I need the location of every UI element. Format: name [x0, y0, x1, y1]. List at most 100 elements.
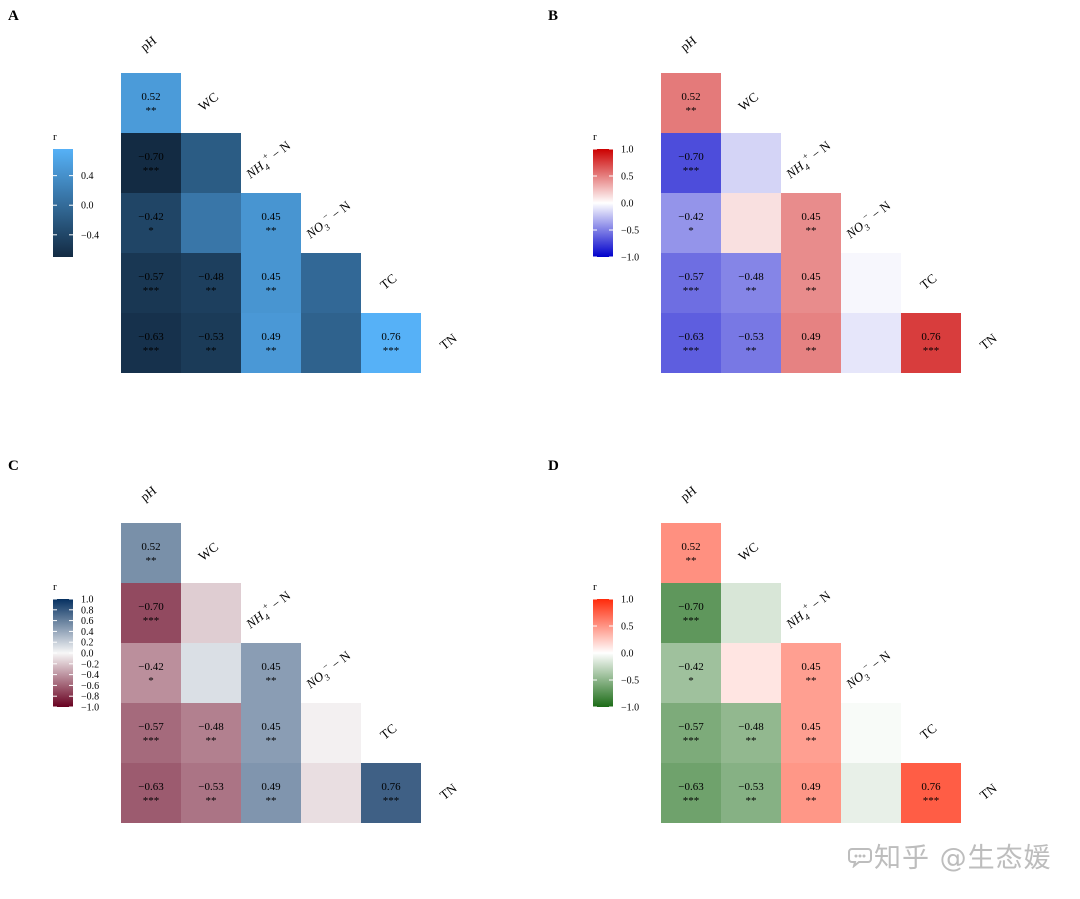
variable-label: WC: [195, 89, 221, 114]
panel-b: B 0.52 ** −0.70 *** −0.42 * 0.45 ** −0.57 *** −0.48…: [548, 8, 1000, 373]
heatmap-cell: [841, 313, 901, 373]
variable-label: WC: [735, 89, 761, 114]
colorbar-tick-label: 0.0: [81, 201, 94, 212]
cell-value-label: −0.42: [678, 211, 703, 223]
panel-a: A 0.52 ** −0.70 *** −0.42 * 0.45 ** −0.57 *** −0.48…: [8, 8, 460, 373]
heatmap-cell: [781, 253, 841, 313]
cell-significance-label: **: [146, 555, 157, 567]
heatmap-cell: [121, 133, 181, 193]
colorbar-tick-label: −0.2: [81, 659, 99, 670]
zhihu-bubble-icon: [848, 844, 872, 875]
cell-value-label: 0.49: [261, 781, 281, 793]
cell-value-label: −0.63: [678, 781, 704, 793]
variable-label: NH4+ − N: [781, 586, 835, 635]
heatmap-cell: [661, 523, 721, 583]
cell-significance-label: ***: [383, 345, 400, 357]
heatmap-cell: [181, 583, 241, 643]
cell-significance-label: **: [686, 105, 697, 117]
heatmap-cell: [301, 253, 361, 313]
heatmap-cell: [721, 643, 781, 703]
heatmap-cell: [661, 703, 721, 763]
cell-value-label: −0.53: [198, 331, 224, 343]
cell-value-label: 0.45: [801, 721, 821, 733]
cell-value-label: 0.45: [801, 661, 821, 673]
heatmap-cell: [181, 643, 241, 703]
cell-value-label: −0.57: [678, 721, 704, 733]
cell-significance-label: **: [206, 795, 217, 807]
cell-value-label: 0.45: [261, 271, 281, 283]
cell-significance-label: ***: [683, 615, 700, 627]
heatmap-cell: [721, 703, 781, 763]
variable-label: NO3− − N: [301, 646, 355, 695]
panel-label: C: [8, 458, 19, 474]
cell-value-label: −0.63: [138, 331, 164, 343]
legend-title: r: [593, 131, 597, 143]
variable-label: TN: [977, 780, 1000, 803]
heatmap-cell: [901, 763, 961, 823]
heatmap-cell: [301, 763, 361, 823]
heatmap-cell: [181, 313, 241, 373]
heatmap-cell: [661, 763, 721, 823]
heatmap-cells: 0.52 ** −0.70 *** −0.42 * 0.45 ** −0.57 *** −0.48 *…: [661, 523, 961, 823]
variable-label: NO3− − N: [301, 196, 355, 245]
cell-value-label: 0.49: [801, 781, 821, 793]
heatmap-cell: [721, 133, 781, 193]
cell-value-label: −0.48: [198, 271, 224, 283]
variable-label: NH4+ − N: [241, 136, 295, 185]
heatmap-cell: [901, 313, 961, 373]
colorbar-tick-label: 0.6: [81, 616, 94, 627]
heatmap-cell: [661, 253, 721, 313]
colorbar-tick-label: −0.4: [81, 230, 99, 241]
legend-title: r: [53, 581, 57, 593]
heatmap-cell: [841, 253, 901, 313]
cell-significance-label: **: [806, 225, 817, 237]
cell-significance-label: ***: [923, 795, 940, 807]
cell-value-label: −0.63: [678, 331, 704, 343]
legend-title: r: [53, 131, 57, 143]
heatmap-cell: [181, 253, 241, 313]
variable-label: NO3− − N: [841, 646, 895, 695]
cell-value-label: −0.70: [138, 601, 164, 613]
cell-value-label: −0.48: [738, 271, 764, 283]
heatmap-cell: [661, 133, 721, 193]
cell-value-label: −0.42: [138, 211, 163, 223]
variable-label: NO3− − N: [841, 196, 895, 245]
heatmap-cells: 0.52 ** −0.70 *** −0.42 * 0.45 ** −0.57 *** −0.48 *…: [121, 523, 421, 823]
colorbar-gradient: [53, 599, 73, 707]
variable-label: TC: [377, 720, 399, 742]
heatmap-cell: [301, 313, 361, 373]
cell-significance-label: **: [806, 795, 817, 807]
colorbar-tick-label: 0.0: [621, 649, 634, 660]
variable-label: TN: [437, 780, 460, 803]
cell-significance-label: **: [746, 735, 757, 747]
cell-significance-label: ***: [143, 795, 160, 807]
cell-value-label: 0.76: [921, 781, 941, 793]
cell-value-label: −0.48: [198, 721, 224, 733]
panel-label: D: [548, 458, 559, 474]
heatmap-cell: [661, 313, 721, 373]
cell-value-label: 0.45: [801, 271, 821, 283]
legend-colorbar: r 1.00.80.60.40.20.0−0.2−0.4−0.6−0.8−1.0: [53, 581, 99, 714]
cell-value-label: 0.52: [681, 91, 700, 103]
heatmap-cell: [121, 703, 181, 763]
panel-c: C 0.52 ** −0.70 *** −0.42 * 0.45 ** −0.57 *** −0.48…: [8, 458, 460, 823]
heatmap-cell: [781, 313, 841, 373]
cell-significance-label: **: [266, 285, 277, 297]
cell-value-label: 0.52: [681, 541, 700, 553]
heatmap-cell: [781, 763, 841, 823]
panel-d: D 0.52 ** −0.70 *** −0.42 * 0.45 ** −0.57 *** −0.48…: [548, 458, 1000, 823]
variable-label: TN: [977, 330, 1000, 353]
cell-value-label: −0.53: [738, 331, 764, 343]
colorbar-tick-label: 1.0: [81, 595, 94, 606]
cell-value-label: −0.42: [678, 661, 703, 673]
watermark-text: 知乎 @生态媛: [874, 843, 1052, 874]
cell-value-label: 0.76: [921, 331, 941, 343]
colorbar-tick-label: 0.5: [621, 172, 634, 183]
heatmap-cell: [241, 763, 301, 823]
cell-significance-label: ***: [143, 285, 160, 297]
cell-significance-label: **: [266, 795, 277, 807]
panel-label: B: [548, 8, 558, 24]
heatmap-cells: 0.52 ** −0.70 *** −0.42 * 0.45 ** −0.57 *** −0.48 *…: [121, 73, 421, 373]
colorbar-tick-label: 0.4: [81, 171, 94, 182]
